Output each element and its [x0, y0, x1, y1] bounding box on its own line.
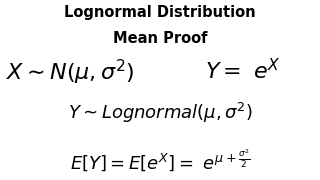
- Text: $X \sim N(\mu, \sigma^2)$: $X \sim N(\mu, \sigma^2)$: [6, 58, 135, 87]
- Text: $Y \sim Lognormal(\mu, \sigma^2)$: $Y \sim Lognormal(\mu, \sigma^2)$: [68, 101, 252, 125]
- Text: Lognormal Distribution: Lognormal Distribution: [64, 5, 256, 20]
- Text: Mean Proof: Mean Proof: [113, 31, 207, 46]
- Text: $Y =\ e^{X}$: $Y =\ e^{X}$: [205, 58, 281, 83]
- Text: $E[Y] = E[e^{X}] =\ e^{\mu + \frac{\sigma^2}{2}}$: $E[Y] = E[e^{X}] =\ e^{\mu + \frac{\sigm…: [70, 148, 250, 173]
